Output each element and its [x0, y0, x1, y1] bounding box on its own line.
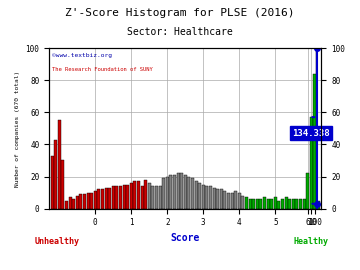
- Bar: [220, 189, 223, 209]
- Bar: [133, 181, 136, 209]
- Bar: [259, 199, 262, 209]
- Bar: [216, 189, 219, 209]
- Bar: [303, 199, 306, 209]
- Bar: [296, 199, 298, 209]
- Bar: [115, 186, 118, 209]
- Bar: [227, 193, 230, 209]
- Bar: [90, 193, 93, 209]
- Bar: [76, 196, 79, 209]
- Bar: [238, 193, 241, 209]
- Bar: [292, 199, 295, 209]
- Bar: [202, 184, 205, 209]
- Bar: [173, 175, 176, 209]
- Bar: [158, 186, 162, 209]
- Bar: [140, 186, 144, 209]
- Bar: [151, 186, 154, 209]
- Bar: [266, 199, 270, 209]
- Bar: [104, 188, 108, 209]
- Bar: [83, 194, 86, 209]
- Bar: [101, 189, 104, 209]
- Text: Sector: Healthcare: Sector: Healthcare: [127, 27, 233, 37]
- Bar: [252, 199, 255, 209]
- Bar: [288, 199, 291, 209]
- Bar: [205, 186, 208, 209]
- Bar: [97, 189, 100, 209]
- Bar: [299, 199, 302, 209]
- Text: 134.338: 134.338: [293, 129, 330, 138]
- Bar: [68, 197, 72, 209]
- Bar: [166, 177, 169, 209]
- Bar: [310, 117, 313, 209]
- Bar: [72, 199, 75, 209]
- Bar: [270, 199, 273, 209]
- Bar: [223, 191, 226, 209]
- Bar: [94, 191, 97, 209]
- Bar: [209, 186, 212, 209]
- Text: The Research Foundation of SUNY: The Research Foundation of SUNY: [52, 68, 153, 72]
- Bar: [306, 173, 309, 209]
- Bar: [50, 156, 54, 209]
- Text: Healthy: Healthy: [294, 237, 329, 247]
- Bar: [317, 201, 320, 209]
- Bar: [119, 186, 122, 209]
- Bar: [79, 194, 82, 209]
- Text: Unhealthy: Unhealthy: [35, 237, 80, 247]
- Bar: [108, 188, 111, 209]
- Bar: [277, 201, 280, 209]
- Bar: [187, 177, 190, 209]
- Bar: [194, 181, 198, 209]
- Bar: [54, 140, 57, 209]
- Y-axis label: Number of companies (670 total): Number of companies (670 total): [15, 70, 20, 187]
- Bar: [281, 199, 284, 209]
- Bar: [191, 178, 194, 209]
- Bar: [112, 186, 115, 209]
- X-axis label: Score: Score: [171, 233, 200, 243]
- Bar: [61, 160, 64, 209]
- Bar: [230, 193, 234, 209]
- Bar: [180, 173, 183, 209]
- Bar: [285, 197, 288, 209]
- Bar: [126, 184, 129, 209]
- Bar: [184, 175, 187, 209]
- Bar: [148, 183, 151, 209]
- Bar: [155, 186, 158, 209]
- Bar: [65, 201, 68, 209]
- Bar: [212, 188, 216, 209]
- Text: Z'-Score Histogram for PLSE (2016): Z'-Score Histogram for PLSE (2016): [65, 8, 295, 18]
- Bar: [122, 184, 126, 209]
- Bar: [198, 183, 201, 209]
- Bar: [58, 120, 61, 209]
- Bar: [144, 180, 147, 209]
- Bar: [86, 193, 90, 209]
- Bar: [137, 181, 140, 209]
- Bar: [256, 199, 259, 209]
- Bar: [130, 183, 133, 209]
- Bar: [241, 196, 244, 209]
- Bar: [169, 175, 172, 209]
- Bar: [248, 199, 252, 209]
- Bar: [245, 197, 248, 209]
- Text: ©www.textbiz.org: ©www.textbiz.org: [52, 53, 112, 58]
- Bar: [274, 197, 277, 209]
- Bar: [314, 74, 316, 209]
- Bar: [234, 191, 237, 209]
- Bar: [162, 178, 165, 209]
- Bar: [263, 197, 266, 209]
- Bar: [176, 173, 180, 209]
